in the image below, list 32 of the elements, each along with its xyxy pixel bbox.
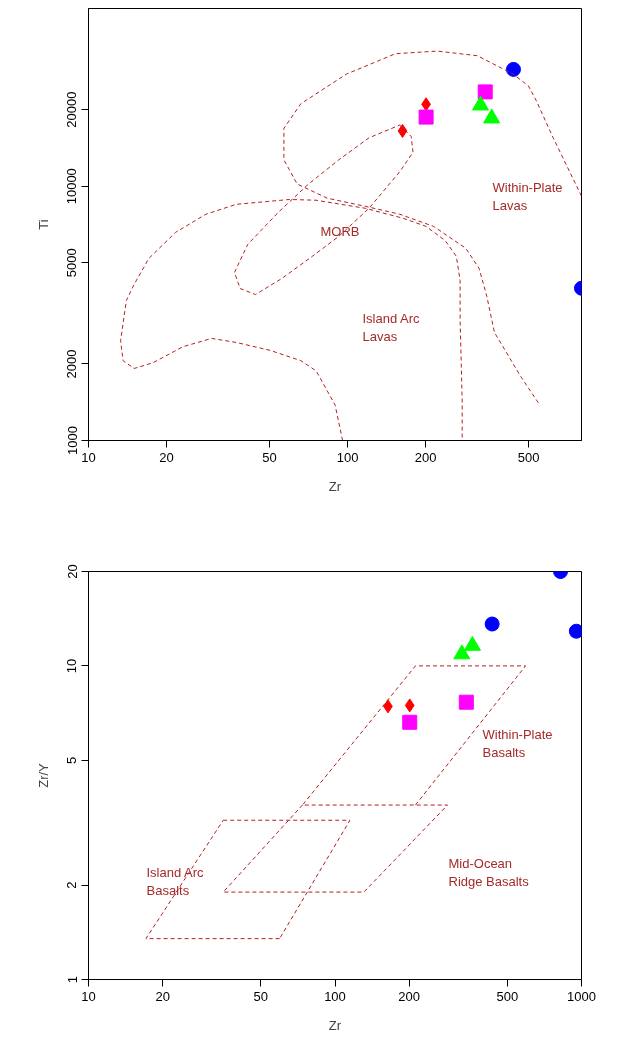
y-axis-title: Ti bbox=[35, 219, 51, 230]
y-tick-label: 10000 bbox=[64, 168, 80, 205]
annotation: Mid-Ocean Ridge Basalts bbox=[448, 855, 530, 889]
x-tick-label: 500 bbox=[496, 988, 519, 1004]
x-tick-label: 50 bbox=[253, 988, 269, 1004]
y-tick-label: 2 bbox=[64, 881, 80, 889]
y-axis-title: Zr/Y bbox=[35, 762, 51, 788]
x-tick-label: 20 bbox=[155, 988, 170, 1004]
y-tick-label: 5 bbox=[64, 756, 80, 764]
x-tick-label: 100 bbox=[336, 449, 359, 465]
x-axis-title: Zr bbox=[328, 478, 342, 494]
x-tick-label: 10 bbox=[81, 449, 96, 465]
y-tick-label: 2000 bbox=[64, 349, 80, 379]
y-tick-label: 5000 bbox=[64, 248, 80, 278]
x-tick-label: 500 bbox=[517, 449, 540, 465]
annotation: Within-Plate Lavas bbox=[492, 179, 563, 213]
x-tick-label: 200 bbox=[398, 988, 421, 1004]
x-tick-label: 20 bbox=[159, 449, 174, 465]
x-axis-title: Zr bbox=[328, 1017, 342, 1033]
y-tick-label: 1 bbox=[64, 975, 80, 984]
annotation: Island Arc Lavas bbox=[362, 310, 421, 344]
x-tick-label: 100 bbox=[324, 988, 346, 1004]
annotation: Within-Plate Basalts bbox=[482, 726, 553, 760]
y-tick-label: 10 bbox=[64, 658, 80, 674]
x-tick-label: 10 bbox=[81, 988, 96, 1004]
annotation: Island Arc Basalts bbox=[146, 864, 205, 898]
annotation: MORB bbox=[320, 223, 360, 239]
x-tick-label: 1000 bbox=[567, 988, 596, 1004]
y-tick-label: 20000 bbox=[64, 91, 80, 128]
y-tick-label: 20 bbox=[64, 564, 80, 579]
x-tick-label: 200 bbox=[414, 449, 437, 465]
x-tick-label: 50 bbox=[262, 449, 277, 465]
